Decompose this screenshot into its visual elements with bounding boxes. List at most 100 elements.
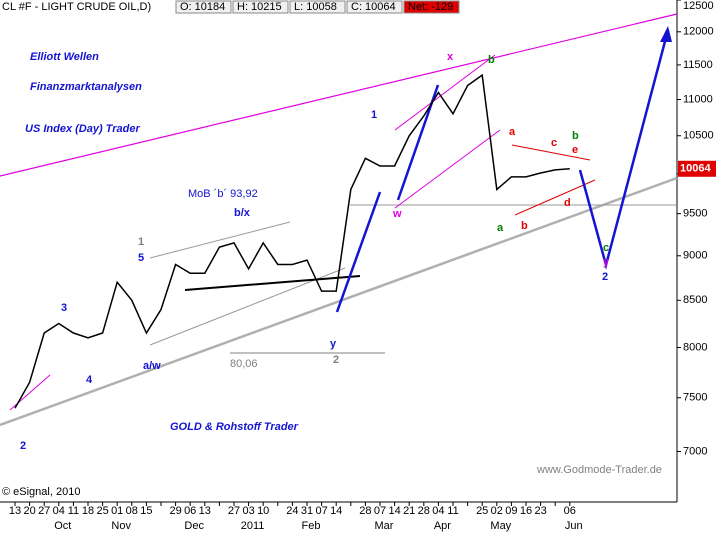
x-tick-label: 15 [140, 505, 152, 517]
quote-close: C: 10064 [351, 1, 396, 13]
month-label: Jun [565, 520, 583, 532]
annotation: Finanzmarktanalysen [30, 81, 142, 93]
y-tick-label: 9000 [683, 250, 707, 262]
last-price-box [678, 160, 716, 177]
channel-line [511, 144, 591, 161]
x-tick-label: 11 [447, 505, 458, 517]
quote-low: L: 10058 [294, 1, 337, 13]
x-tick-label: 06 [184, 505, 196, 517]
channel-line [149, 221, 291, 259]
month-label: Feb [302, 520, 321, 532]
annotation: a/w [143, 360, 161, 372]
month-label: Oct [54, 520, 71, 532]
month-label: Dec [184, 520, 204, 532]
y-tick-label: 11000 [683, 93, 713, 105]
x-tick-label: 14 [330, 505, 342, 517]
channel-line [514, 179, 596, 216]
x-tick-label: 14 [388, 505, 400, 517]
annotation: 5 [138, 252, 144, 264]
x-tick-label: 27 [38, 505, 50, 517]
wave-arrow [335, 191, 382, 313]
x-tick-label: 13 [199, 505, 211, 517]
x-tick-label: 01 [111, 505, 123, 517]
wave-arrow [578, 29, 670, 270]
annotation: a [509, 126, 516, 138]
annotation: 4 [86, 374, 93, 386]
quote-box [346, 0, 403, 14]
annotation: 80,06 [230, 358, 258, 370]
quote-net: Net: -129 [408, 1, 453, 13]
trend-line [0, 13, 678, 177]
annotation: c [551, 137, 557, 149]
annotation: y [603, 256, 610, 268]
x-tick-label: 08 [126, 505, 138, 517]
x-tick-label: 11 [68, 505, 79, 517]
annotation: 2 [602, 271, 608, 283]
x-tick-label: 21 [403, 505, 415, 517]
annotation: y [330, 338, 337, 350]
annotation: GOLD & Rohstoff Trader [170, 421, 299, 433]
annotation: x [447, 51, 454, 63]
annotation: 2 [20, 440, 26, 452]
y-tick-label: 7500 [683, 392, 707, 404]
last-price-label: 10064 [680, 163, 711, 175]
annotation: a [497, 222, 504, 234]
channel-line [149, 267, 346, 346]
x-tick-label: 28 [359, 505, 371, 517]
y-tick-label: 12500 [683, 0, 714, 12]
x-tick-label: 25 [476, 505, 488, 517]
chart-title: CL #F - LIGHT CRUDE OIL,D) [2, 1, 151, 13]
annotation: b/x [234, 207, 251, 219]
price-line [14, 73, 570, 409]
y-tick-label: 10500 [683, 130, 714, 142]
x-tick-label: 28 [418, 505, 430, 517]
quote-box [175, 0, 232, 14]
x-tick-label: 09 [505, 505, 517, 517]
x-tick-label: 27 [228, 505, 240, 517]
quote-high: H: 10215 [237, 1, 282, 13]
x-tick-label: 23 [534, 505, 546, 517]
x-tick-label: 10 [257, 505, 269, 517]
x-tick-label: 16 [520, 505, 532, 517]
month-label: May [490, 520, 511, 532]
x-tick-label: 25 [96, 505, 108, 517]
x-tick-label: 13 [9, 505, 21, 517]
annotation: d [564, 197, 571, 209]
annotation: b [572, 130, 579, 142]
annotation: © eSignal, 2010 [2, 486, 80, 498]
trend-line [0, 176, 678, 427]
x-tick-label: 06 [564, 505, 576, 517]
x-tick-label: 07 [315, 505, 327, 517]
y-tick-label: 9500 [683, 208, 707, 220]
x-tick-label: 02 [491, 505, 503, 517]
annotation: US Index (Day) Trader [25, 123, 140, 135]
annotation: e [572, 144, 578, 156]
quote-box [232, 0, 289, 14]
annotation: c [603, 242, 609, 254]
x-tick-label: 29 [169, 505, 181, 517]
annotation: MoB ´b´ 93,92 [188, 188, 258, 200]
arrow-head [660, 26, 672, 42]
annotation: w [392, 208, 402, 220]
y-tick-label: 11500 [683, 59, 713, 71]
quote-open: O: 10184 [180, 1, 225, 13]
x-tick-label: 04 [432, 505, 444, 517]
annotation: b [521, 220, 528, 232]
quote-box [289, 0, 346, 14]
annotation: www.Godmode-Trader.de [536, 464, 662, 476]
channel-line [184, 275, 361, 291]
y-tick-label: 7000 [683, 445, 707, 457]
month-label: Nov [111, 520, 131, 532]
channel-line [394, 54, 496, 131]
x-tick-label: 07 [374, 505, 386, 517]
x-tick-label: 24 [286, 505, 298, 517]
month-label: Apr [434, 520, 451, 532]
annotation: b [488, 54, 495, 66]
x-tick-label: 20 [23, 505, 35, 517]
annotation: 3 [61, 302, 67, 314]
y-tick-label: 8000 [683, 341, 707, 353]
x-tick-label: 31 [301, 505, 313, 517]
y-tick-label: 8500 [683, 294, 707, 306]
month-label: Mar [375, 520, 394, 532]
channel-line [394, 129, 501, 209]
